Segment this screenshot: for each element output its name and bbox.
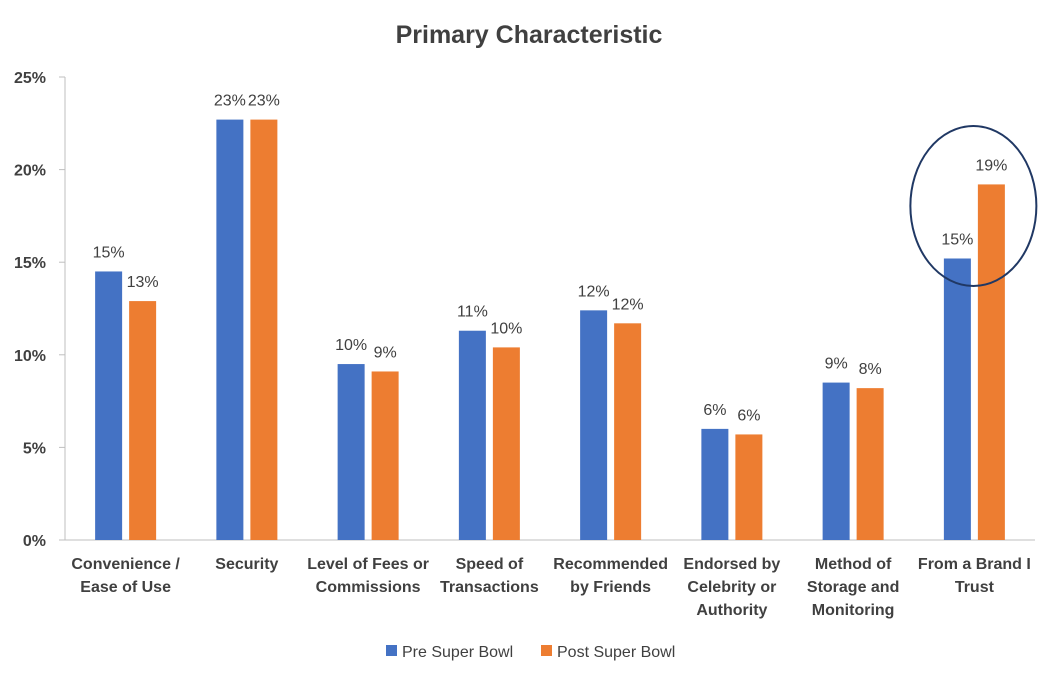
data-label: 19% bbox=[975, 157, 1007, 174]
category-label: Level of Fees or bbox=[307, 556, 429, 573]
category-label: Convenience / bbox=[71, 556, 180, 573]
data-label: 9% bbox=[825, 356, 848, 373]
bar-post-0 bbox=[129, 301, 157, 540]
highlight-ellipse bbox=[909, 125, 1038, 287]
y-tick-label: 5% bbox=[23, 440, 46, 457]
bar-pre-1 bbox=[216, 119, 244, 540]
category-label: Storage and bbox=[807, 579, 899, 596]
legend-label: Post Super Bowl bbox=[557, 644, 675, 661]
bar-pre-7 bbox=[943, 258, 971, 540]
category-label: Trust bbox=[955, 579, 995, 596]
bar-post-1 bbox=[250, 119, 278, 540]
data-label: 15% bbox=[941, 231, 973, 248]
y-tick-label: 15% bbox=[14, 255, 46, 272]
y-tick-label: 25% bbox=[14, 70, 46, 87]
bar-post-3 bbox=[492, 347, 520, 540]
category-label: Authority bbox=[696, 602, 767, 619]
bar-pre-3 bbox=[458, 330, 486, 540]
bar-post-4 bbox=[614, 323, 642, 540]
data-labels: 15%13%23% 23%10% 9%11%10%12%12%6% 6%9% 8%15%… bbox=[93, 93, 1008, 425]
bar-post-6 bbox=[856, 388, 884, 540]
category-label: Method of bbox=[815, 556, 892, 573]
data-label: 10% bbox=[490, 320, 522, 337]
data-label: 9% bbox=[374, 344, 397, 361]
category-label: Celebrity or bbox=[687, 579, 776, 596]
y-tick-label: 20% bbox=[14, 163, 46, 180]
bar-post-7 bbox=[977, 184, 1005, 540]
bar-post-2 bbox=[371, 371, 399, 540]
category-labels: Convenience / Ease of Use Security Level of… bbox=[71, 556, 1030, 619]
category-label: Security bbox=[215, 556, 278, 573]
y-tick-label: 0% bbox=[23, 533, 46, 550]
category-label: Recommended bbox=[553, 556, 668, 573]
bar-pre-5 bbox=[701, 428, 729, 540]
bar-pre-4 bbox=[580, 310, 608, 540]
data-label: 8% bbox=[859, 361, 882, 378]
data-label: 12% bbox=[612, 296, 644, 313]
category-label: Monitoring bbox=[812, 602, 895, 619]
data-label: 6% bbox=[737, 407, 760, 424]
chart-title: Primary Characteristic bbox=[396, 21, 663, 49]
y-tick-label: 10% bbox=[14, 348, 46, 365]
data-label: 13% bbox=[127, 274, 159, 291]
data-label: 23% bbox=[248, 93, 280, 110]
category-label: Speed of bbox=[456, 556, 524, 573]
annotation bbox=[909, 125, 1038, 287]
legend-swatch-post bbox=[541, 645, 552, 656]
data-label: 12% bbox=[578, 283, 610, 300]
category-label: Transactions bbox=[440, 579, 539, 596]
bar-post-5 bbox=[735, 434, 763, 540]
category-label: by Friends bbox=[570, 579, 651, 596]
data-label: 23% bbox=[214, 93, 246, 110]
category-label: Ease of Use bbox=[80, 579, 171, 596]
category-label: Endorsed by bbox=[683, 556, 780, 573]
bar-pre-2 bbox=[337, 364, 365, 540]
data-label: 10% bbox=[335, 337, 367, 354]
category-label: Commissions bbox=[316, 579, 421, 596]
data-label: 11% bbox=[457, 304, 488, 321]
legend: Pre Super Bowl Post Super Bowl bbox=[386, 644, 675, 661]
data-label: 15% bbox=[93, 244, 125, 261]
data-label: 6% bbox=[703, 402, 726, 419]
bar-pre-0 bbox=[95, 271, 123, 540]
legend-swatch-pre bbox=[386, 645, 397, 656]
bar-pre-6 bbox=[822, 382, 850, 540]
bars bbox=[95, 119, 1005, 540]
category-label: From a Brand I bbox=[918, 556, 1031, 573]
legend-label: Pre Super Bowl bbox=[402, 644, 513, 661]
